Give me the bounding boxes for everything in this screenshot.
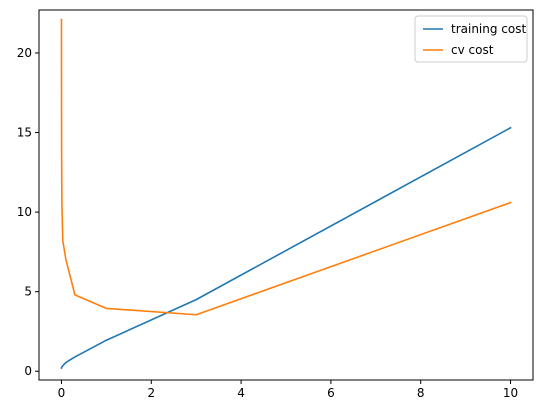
y-tick-label: 10 bbox=[17, 205, 32, 219]
series-line-cv-cost bbox=[60, 18, 512, 316]
y-tick-label: 15 bbox=[17, 126, 32, 140]
x-tick-label: 2 bbox=[147, 386, 155, 400]
x-tick-label: 10 bbox=[503, 386, 518, 400]
x-tick-label: 4 bbox=[237, 386, 245, 400]
x-tick-label: 8 bbox=[417, 386, 425, 400]
legend: training cost cv cost bbox=[414, 15, 528, 63]
x-tick-label: 6 bbox=[327, 386, 335, 400]
legend-label: training cost bbox=[451, 22, 526, 36]
x-tick-label: 0 bbox=[58, 386, 66, 400]
legend-label: cv cost bbox=[451, 43, 494, 57]
plot-area-frame bbox=[38, 9, 534, 381]
series-line-training-cost bbox=[60, 126, 512, 369]
x-axis: 0 2 4 6 8 10 bbox=[58, 380, 518, 400]
y-tick-label: 0 bbox=[24, 364, 32, 378]
y-axis: 0 5 10 15 20 bbox=[17, 46, 39, 378]
y-tick-label: 5 bbox=[24, 285, 32, 299]
series-layer bbox=[60, 18, 512, 369]
y-tick-label: 20 bbox=[17, 46, 32, 60]
